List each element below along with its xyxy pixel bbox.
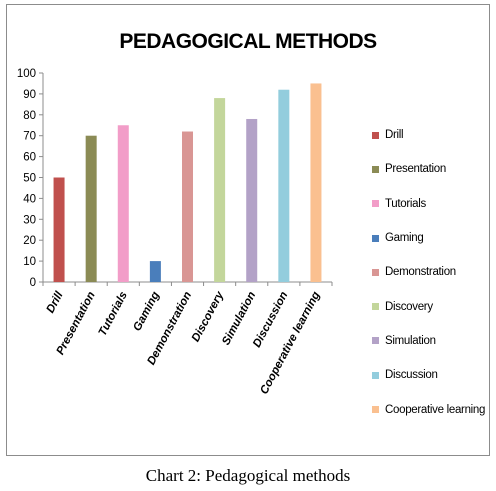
legend-item: Tutorials [372, 187, 490, 221]
y-tick-label: 40 [23, 193, 36, 205]
legend-item: Discovery [372, 289, 490, 323]
x-tick-label: Drill [45, 289, 66, 315]
bars [53, 83, 322, 282]
legend-label: Discovery [385, 300, 433, 313]
legend-item: Cooperative learning [372, 392, 490, 426]
bar-tutorials [117, 125, 129, 282]
legend-item: Gaming [372, 221, 490, 255]
bar-chart: 0 10 20 30 40 50 60 70 80 90 100 DrillPresentation… [17, 68, 333, 396]
legend-label: Cooperative learning [385, 403, 486, 416]
y-tick-label: 10 [23, 256, 36, 268]
chart-title: PEDAGOGICAL METHODS [119, 30, 377, 53]
legend-swatch [372, 406, 379, 414]
bar-discovery [214, 98, 226, 282]
y-tick-label: 0 [30, 277, 36, 289]
y-tick-label: 60 [23, 152, 36, 164]
x-tick-label: Simulation [220, 290, 258, 348]
legend-label: Tutorials [385, 197, 426, 210]
bar-cooperative-learning [310, 83, 322, 282]
bar-discussion [278, 89, 290, 282]
legend-swatch [372, 234, 379, 242]
bar-drill [53, 177, 65, 282]
y-tick-label: 100 [17, 68, 36, 80]
legend-swatch [372, 268, 379, 276]
x-tick-label: Gaming [131, 290, 162, 333]
legend-label: Drill [385, 129, 404, 142]
legend-item: Drill [372, 118, 490, 152]
legend-label: Discussion [385, 369, 438, 382]
legend-swatch [372, 371, 379, 379]
bar-gaming [149, 261, 161, 282]
x-tick-label: Tutorials [97, 290, 130, 338]
legend-swatch [372, 337, 379, 345]
y-tick-label: 30 [23, 214, 36, 226]
legend-swatch [372, 131, 379, 139]
figure-caption: Chart 2: Pedagogical methods [145, 466, 351, 485]
x-tick-label: Cooperative learning [258, 290, 322, 397]
legend-label: Presentation [385, 163, 446, 176]
legend-label: Demonstration [385, 266, 456, 279]
y-ticks: 0 10 20 30 40 50 60 70 80 90 100 [17, 68, 333, 289]
legend: Drill Presentation Tutorials Gaming Demonstr… [372, 118, 490, 427]
legend-label: Simulation [385, 334, 436, 347]
y-tick-label: 90 [23, 89, 36, 101]
legend-item: Demonstration [372, 255, 490, 289]
x-tick-label: Discovery [190, 289, 227, 344]
bar-demonstration [182, 131, 193, 282]
y-tick-label: 80 [23, 110, 36, 122]
y-tick-label: 20 [23, 235, 36, 247]
bar-simulation [246, 118, 258, 282]
legend-label: Gaming [385, 232, 424, 245]
legend-swatch [372, 165, 379, 173]
y-tick-label: 70 [23, 131, 36, 143]
legend-swatch [372, 200, 379, 208]
legend-item: Simulation [372, 324, 490, 358]
legend-item: Discussion [372, 358, 490, 392]
legend-swatch [372, 303, 379, 311]
legend-item: Presentation [372, 152, 490, 186]
y-tick-label: 50 [23, 173, 36, 185]
bar-presentation [85, 135, 97, 282]
